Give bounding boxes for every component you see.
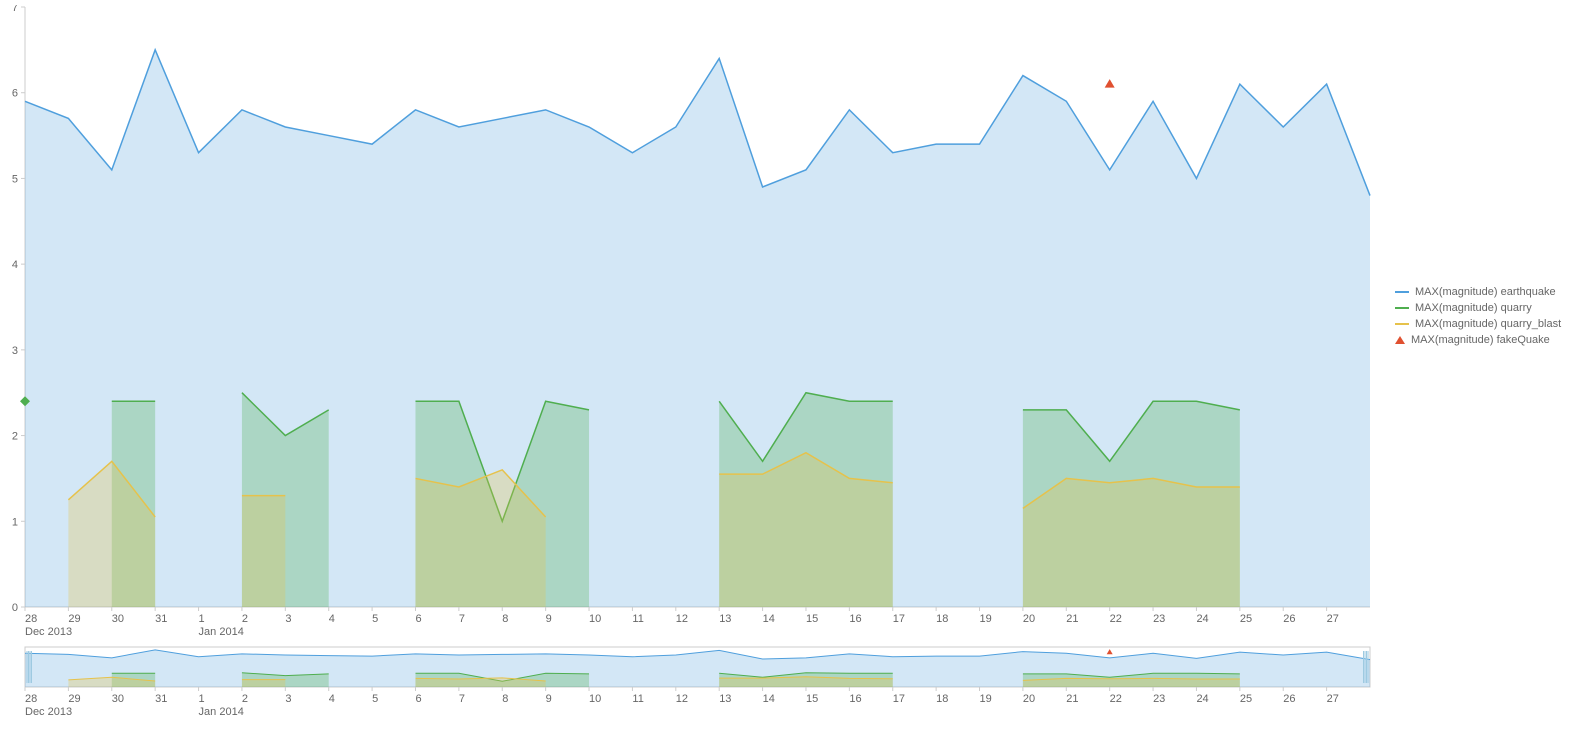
- svg-text:25: 25: [1240, 693, 1252, 705]
- svg-text:Dec 2013: Dec 2013: [25, 626, 72, 638]
- overview-chart[interactable]: 2829303112345678910111213141516171819202…: [0, 645, 1385, 730]
- svg-text:8: 8: [502, 693, 508, 705]
- svg-text:11: 11: [632, 693, 643, 705]
- svg-text:2: 2: [242, 693, 248, 705]
- svg-text:8: 8: [502, 613, 508, 625]
- svg-text:29: 29: [68, 613, 80, 625]
- svg-text:13: 13: [719, 613, 731, 625]
- svg-text:16: 16: [849, 613, 861, 625]
- svg-text:17: 17: [893, 613, 905, 625]
- svg-text:18: 18: [936, 613, 948, 625]
- svg-text:18: 18: [936, 693, 948, 705]
- svg-text:12: 12: [676, 613, 688, 625]
- svg-text:9: 9: [546, 693, 552, 705]
- svg-text:12: 12: [676, 693, 688, 705]
- svg-text:4: 4: [329, 693, 335, 705]
- svg-text:25: 25: [1240, 613, 1252, 625]
- svg-text:28: 28: [25, 693, 37, 705]
- svg-text:Jan 2014: Jan 2014: [199, 706, 244, 718]
- svg-text:24: 24: [1196, 613, 1208, 625]
- svg-text:2: 2: [242, 613, 248, 625]
- svg-text:17: 17: [893, 693, 905, 705]
- svg-text:3: 3: [12, 345, 18, 357]
- svg-text:7: 7: [12, 5, 18, 14]
- svg-text:13: 13: [719, 693, 731, 705]
- svg-text:7: 7: [459, 693, 465, 705]
- svg-text:16: 16: [849, 693, 861, 705]
- svg-text:28: 28: [25, 613, 37, 625]
- legend-item[interactable]: MAX(magnitude) quarry_blast: [1395, 317, 1561, 331]
- legend-label: MAX(magnitude) fakeQuake: [1411, 333, 1550, 347]
- svg-text:4: 4: [12, 259, 18, 271]
- legend-label: MAX(magnitude) quarry_blast: [1415, 317, 1561, 331]
- svg-text:27: 27: [1327, 693, 1339, 705]
- svg-text:15: 15: [806, 693, 818, 705]
- legend: MAX(magnitude) earthquake MAX(magnitude) …: [1395, 285, 1561, 349]
- svg-text:3: 3: [285, 613, 291, 625]
- svg-text:1: 1: [199, 613, 205, 625]
- legend-swatch: [1395, 307, 1409, 309]
- main-chart[interactable]: 0123456728293031123456789101112131415161…: [0, 5, 1385, 650]
- svg-text:26: 26: [1283, 693, 1295, 705]
- svg-text:5: 5: [372, 613, 378, 625]
- svg-text:4: 4: [329, 613, 335, 625]
- svg-text:23: 23: [1153, 693, 1165, 705]
- svg-text:5: 5: [12, 173, 18, 185]
- svg-text:23: 23: [1153, 613, 1165, 625]
- legend-item[interactable]: MAX(magnitude) quarry: [1395, 301, 1561, 315]
- svg-text:19: 19: [980, 693, 992, 705]
- legend-swatch: [1395, 336, 1405, 344]
- svg-text:14: 14: [763, 613, 775, 625]
- svg-text:6: 6: [415, 613, 421, 625]
- svg-text:22: 22: [1110, 613, 1122, 625]
- svg-text:7: 7: [459, 613, 465, 625]
- svg-text:10: 10: [589, 613, 601, 625]
- svg-text:2: 2: [12, 431, 18, 443]
- svg-text:30: 30: [112, 613, 124, 625]
- svg-text:1: 1: [199, 693, 205, 705]
- svg-text:27: 27: [1327, 613, 1339, 625]
- svg-text:3: 3: [285, 693, 291, 705]
- legend-item[interactable]: MAX(magnitude) earthquake: [1395, 285, 1561, 299]
- svg-text:24: 24: [1196, 693, 1208, 705]
- svg-text:0: 0: [12, 602, 18, 614]
- svg-text:19: 19: [980, 613, 992, 625]
- chart-container: { "layout": { "width": 1569, "height": 7…: [0, 0, 1569, 727]
- svg-text:20: 20: [1023, 693, 1035, 705]
- svg-text:1: 1: [12, 516, 18, 528]
- svg-text:11: 11: [632, 613, 643, 625]
- svg-text:31: 31: [155, 613, 167, 625]
- svg-text:15: 15: [806, 613, 818, 625]
- svg-text:9: 9: [546, 613, 552, 625]
- svg-text:14: 14: [763, 693, 775, 705]
- svg-text:6: 6: [415, 693, 421, 705]
- svg-text:21: 21: [1066, 693, 1078, 705]
- svg-text:31: 31: [155, 693, 167, 705]
- svg-text:Dec 2013: Dec 2013: [25, 706, 72, 718]
- svg-text:6: 6: [12, 88, 18, 100]
- svg-text:26: 26: [1283, 613, 1295, 625]
- svg-text:29: 29: [68, 693, 80, 705]
- legend-item[interactable]: MAX(magnitude) fakeQuake: [1395, 333, 1561, 347]
- svg-text:30: 30: [112, 693, 124, 705]
- legend-swatch: [1395, 291, 1409, 293]
- legend-label: MAX(magnitude) earthquake: [1415, 285, 1556, 299]
- svg-text:Jan 2014: Jan 2014: [199, 626, 244, 638]
- svg-text:22: 22: [1110, 693, 1122, 705]
- svg-text:5: 5: [372, 693, 378, 705]
- legend-swatch: [1395, 323, 1409, 325]
- svg-text:20: 20: [1023, 613, 1035, 625]
- svg-text:10: 10: [589, 693, 601, 705]
- legend-label: MAX(magnitude) quarry: [1415, 301, 1532, 315]
- svg-text:21: 21: [1066, 613, 1078, 625]
